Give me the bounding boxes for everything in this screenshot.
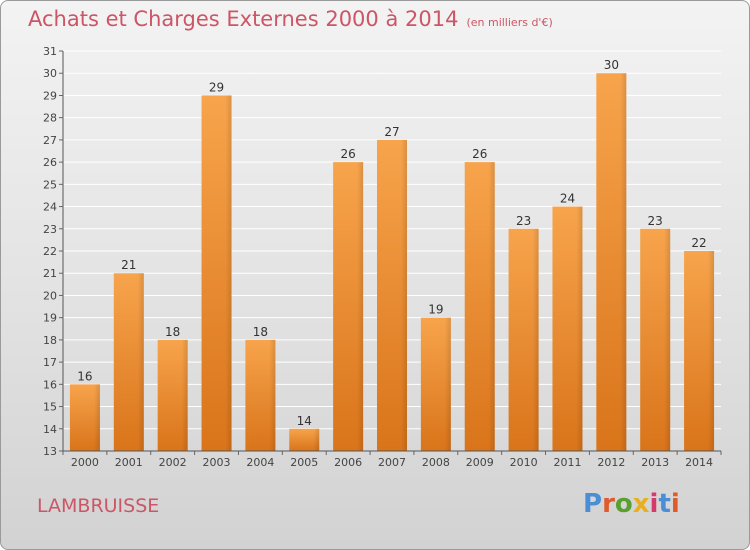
bar-value-label: 14 xyxy=(297,414,312,428)
logo-letter: P xyxy=(583,489,603,519)
y-tick-label: 27 xyxy=(43,134,57,147)
x-tick-label: 2004 xyxy=(246,456,274,469)
bar-value-label: 19 xyxy=(428,303,443,317)
x-tick-label: 2010 xyxy=(510,456,538,469)
bar-shade xyxy=(93,384,100,451)
bar-shade xyxy=(269,339,276,451)
bar-shade xyxy=(444,317,451,451)
bars: 16 21 18 29 18 14 26 27 19 26 23 24 30 23 22 xyxy=(69,58,715,451)
bar-value-label: 30 xyxy=(604,58,619,72)
bar-shade xyxy=(313,428,320,451)
bar-shade xyxy=(708,251,715,451)
x-tick-label: 2003 xyxy=(203,456,231,469)
y-tick-label: 25 xyxy=(43,178,57,191)
x-tick-label: 2008 xyxy=(422,456,450,469)
logo-letter: i xyxy=(670,489,680,519)
bar-shade xyxy=(664,228,671,451)
bar-value-label: 23 xyxy=(648,214,663,228)
y-tick-label: 16 xyxy=(43,378,57,391)
bar-value-label: 18 xyxy=(253,325,268,339)
y-tick-label: 29 xyxy=(43,89,57,102)
bar-shade xyxy=(225,95,232,451)
y-tick-label: 13 xyxy=(43,445,57,458)
bar-value-label: 23 xyxy=(516,214,531,228)
logo-letter: t xyxy=(658,489,671,519)
brand-logo: Proxiti xyxy=(583,489,680,519)
y-tick-label: 24 xyxy=(43,201,57,214)
bar-value-label: 24 xyxy=(560,192,575,206)
y-tick-label: 14 xyxy=(43,423,57,436)
bar-value-label: 22 xyxy=(691,236,706,250)
y-tick-label: 23 xyxy=(43,223,57,236)
y-tick-label: 22 xyxy=(43,245,57,258)
y-tick-label: 30 xyxy=(43,67,57,80)
commune-name: LAMBRUISSE xyxy=(37,495,160,517)
x-tick-label: 2011 xyxy=(553,456,581,469)
x-axis-ticks: 2000 2001 2002 2003 2004 2005 2006 2007 2008 2009… xyxy=(62,451,722,469)
y-tick-label: 26 xyxy=(43,156,57,169)
bar-shade xyxy=(532,228,539,451)
bar-shade xyxy=(357,162,364,451)
x-tick-label: 2009 xyxy=(466,456,494,469)
x-tick-label: 2014 xyxy=(685,456,713,469)
y-tick-label: 18 xyxy=(43,334,57,347)
y-tick-label: 19 xyxy=(43,312,57,325)
y-tick-label: 20 xyxy=(43,289,57,302)
logo-letter: r xyxy=(602,489,615,519)
y-tick-label: 28 xyxy=(43,112,57,125)
bar-shade xyxy=(181,339,188,451)
y-tick-label: 17 xyxy=(43,356,57,369)
chart-title: Achats et Charges Externes 2000 à 2014 (e… xyxy=(28,7,553,31)
bar-shade xyxy=(576,206,583,451)
x-tick-label: 2001 xyxy=(115,456,143,469)
logo-letter: i xyxy=(649,489,659,519)
bar xyxy=(289,428,320,451)
x-tick-label: 2013 xyxy=(641,456,669,469)
y-tick-label: 21 xyxy=(43,267,57,280)
bar-shade xyxy=(488,162,495,451)
x-tick-label: 2006 xyxy=(334,456,362,469)
y-tick-label: 15 xyxy=(43,401,57,414)
y-tick-label: 31 xyxy=(43,45,57,58)
bar-value-label: 26 xyxy=(472,147,487,161)
chart-title-text: Achats et Charges Externes 2000 à 2014 xyxy=(28,7,459,31)
bar-value-label: 27 xyxy=(384,125,399,139)
x-tick-label: 2000 xyxy=(71,456,99,469)
bar-value-label: 26 xyxy=(340,147,355,161)
axes xyxy=(62,51,721,452)
bar-value-label: 16 xyxy=(77,369,92,383)
y-axis-ticks: 13 14 15 16 17 18 19 20 21 22 23 24 25 26 27 28 29 30 31 xyxy=(43,45,63,458)
bar-shade xyxy=(137,273,144,451)
logo-letter: o xyxy=(614,489,633,519)
bar-shade xyxy=(401,139,407,451)
bar-value-label: 29 xyxy=(209,80,224,94)
x-tick-label: 2002 xyxy=(159,456,187,469)
logo-letter: x xyxy=(632,489,650,519)
bar-value-label: 21 xyxy=(121,258,136,272)
bar-shade xyxy=(620,73,627,451)
x-tick-label: 2005 xyxy=(290,456,318,469)
bar-value-label: 18 xyxy=(165,325,180,339)
x-tick-label: 2012 xyxy=(597,456,625,469)
chart-unit: (en milliers d'€) xyxy=(466,16,553,29)
x-tick-label: 2007 xyxy=(378,456,406,469)
